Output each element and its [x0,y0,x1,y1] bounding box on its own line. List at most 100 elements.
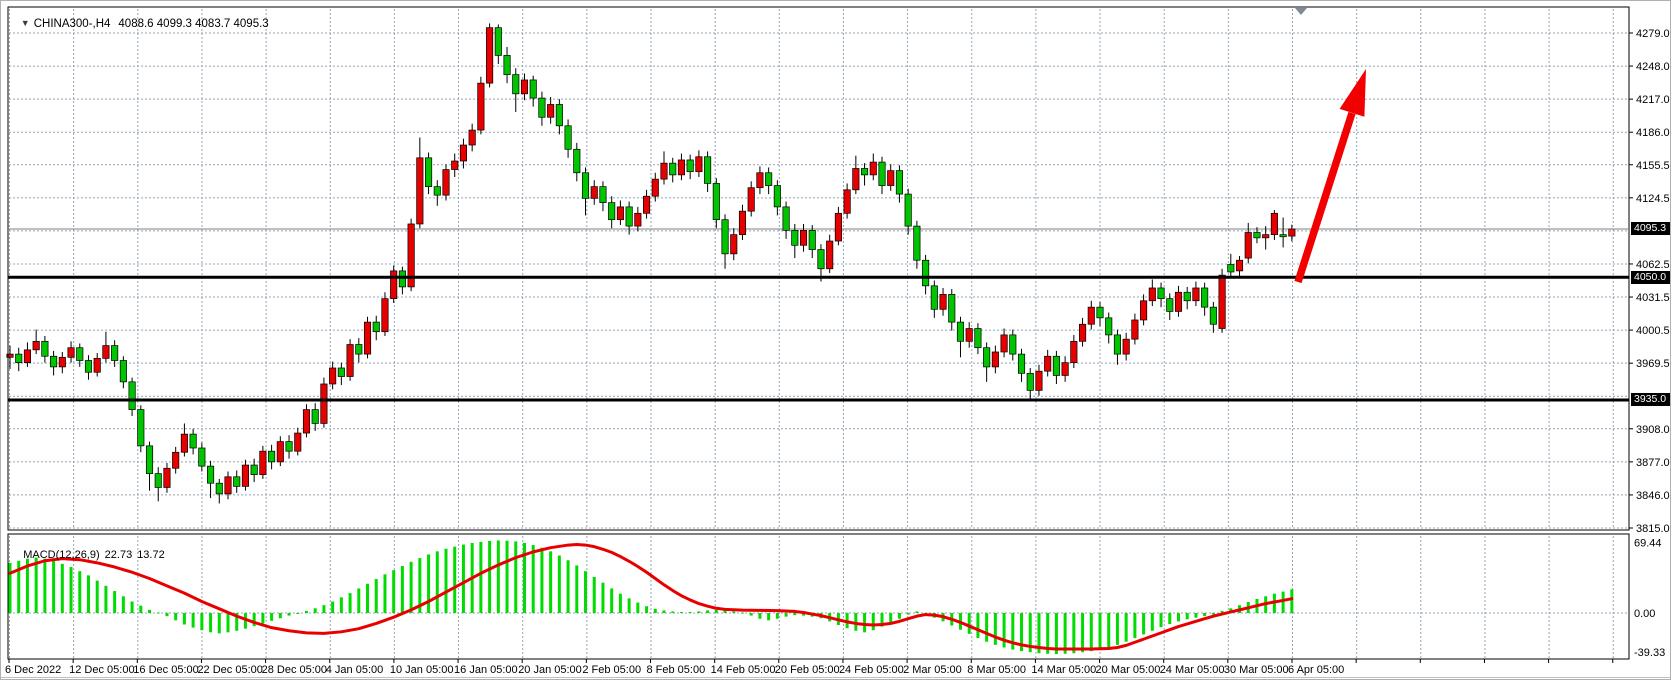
macd-histogram-bar [1037,613,1041,654]
macd-histogram-bar [627,598,631,613]
candle-bear [398,270,406,288]
candle-bull [32,340,40,351]
macd-histogram-bar [1115,613,1119,645]
candle-bear [974,328,982,349]
candle-bear [198,447,206,467]
macd-histogram-bar [636,602,640,613]
candle-bear [268,450,276,463]
macd-histogram-bar [1002,613,1006,648]
candle-bull [294,432,302,452]
candle-bear [154,473,162,488]
symbol-dropdown-icon[interactable]: ▼ [20,18,30,28]
candle-bull [1244,232,1252,259]
macd-histogram-bar [993,613,997,645]
candle-bull [468,129,476,146]
macd-histogram-bar [645,606,649,613]
macd-histogram-bar [775,613,779,619]
macd-axis-label: 69.44 [1634,537,1662,549]
macd-histogram-bar [496,540,500,613]
date-label: 20 Mar 05:00 [1096,664,1161,676]
macd-histogram-bar [156,612,160,614]
candle-bear [1166,298,1174,312]
candle-bear [1279,234,1287,238]
candle-bear [861,168,869,176]
macd-histogram-bar [174,613,178,621]
candle-bear [1017,353,1026,374]
candle-bull [843,189,851,214]
macd-histogram-bar [139,605,143,613]
candle-bull [634,212,642,227]
macd-histogram-bar [444,548,448,613]
candle-bear [1253,232,1261,239]
hline-price-badge-upper: 4050.0 [1631,270,1670,284]
macd-histogram-bar [671,611,675,613]
candle-bear [564,125,572,150]
macd-histogram-bar [1176,613,1180,622]
candles-layer [6,23,1296,504]
candle-bull [747,187,755,212]
main-panel-border [7,6,1630,531]
candle-bear [765,172,773,186]
macd-histogram-bar [1133,613,1137,639]
candle-bull [276,441,284,463]
candle-bear [704,156,712,184]
candle-bear [1026,372,1034,391]
macd-histogram-bar [148,609,152,613]
macd-panel-border [7,533,1630,660]
macd-histogram-bar [706,610,710,613]
macd-histogram-bar [1046,613,1050,654]
macd-histogram-bar [1150,613,1154,631]
candle-bull [1218,274,1226,329]
candle-bear [808,230,816,250]
macd-histogram-bar [392,570,396,613]
candle-bull [1131,319,1139,340]
price-tick-label: 4062.5 [1636,259,1670,271]
date-label: 12 Dec 05:00 [69,664,134,676]
candle-bear [608,202,616,221]
candle-bear [76,347,84,361]
candle-bear [1183,291,1191,302]
macd-histogram-bar [784,613,788,617]
candle-bear [555,104,563,127]
macd-histogram-bar [270,613,274,621]
macd-histogram-bar [52,560,56,613]
candle-bear [503,55,511,75]
macd-histogram-bar [1142,613,1146,635]
macd-histogram-bar [1063,613,1067,654]
macd-histogram-bar [697,611,701,613]
candle-bear [233,476,241,487]
candle-bear [1096,306,1104,319]
candle-bull [58,356,66,368]
macd-histogram-bar [557,555,561,613]
candle-bull [826,240,834,270]
macd-histogram-bar [662,610,666,613]
macd-histogram-bar [95,580,99,613]
candle-bear [817,249,825,270]
date-label: 6 Dec 2022 [5,664,61,676]
price-tick-label: 4186.0 [1636,127,1670,139]
macd-histogram-bar [461,544,465,613]
trend-arrow-head[interactable] [1339,69,1366,117]
chart-shift-marker-icon[interactable] [1295,8,1307,15]
candle-bear [983,347,991,368]
candle-bear [686,159,694,173]
candle-bull [643,195,651,214]
macd-histogram-bar [1185,613,1189,620]
macd-histogram-bar [549,551,553,613]
current-price-value: 4095.3 [1634,222,1667,235]
macd-histogram-bar [200,613,204,631]
candle-bull [442,169,450,196]
macd-histogram-bar [584,571,588,613]
candle-bear [1227,264,1235,273]
macd-histogram-bar [758,613,762,619]
candle-bear [913,225,921,261]
trend-arrow-shaft[interactable] [1294,111,1356,284]
candle-bull [1262,234,1270,239]
price-tick-label: 4155.5 [1636,160,1670,172]
candle-bull [67,347,75,358]
candle-bear [573,148,581,174]
date-label: 2 Mar 05:00 [903,664,962,676]
candle-bull [590,186,598,199]
